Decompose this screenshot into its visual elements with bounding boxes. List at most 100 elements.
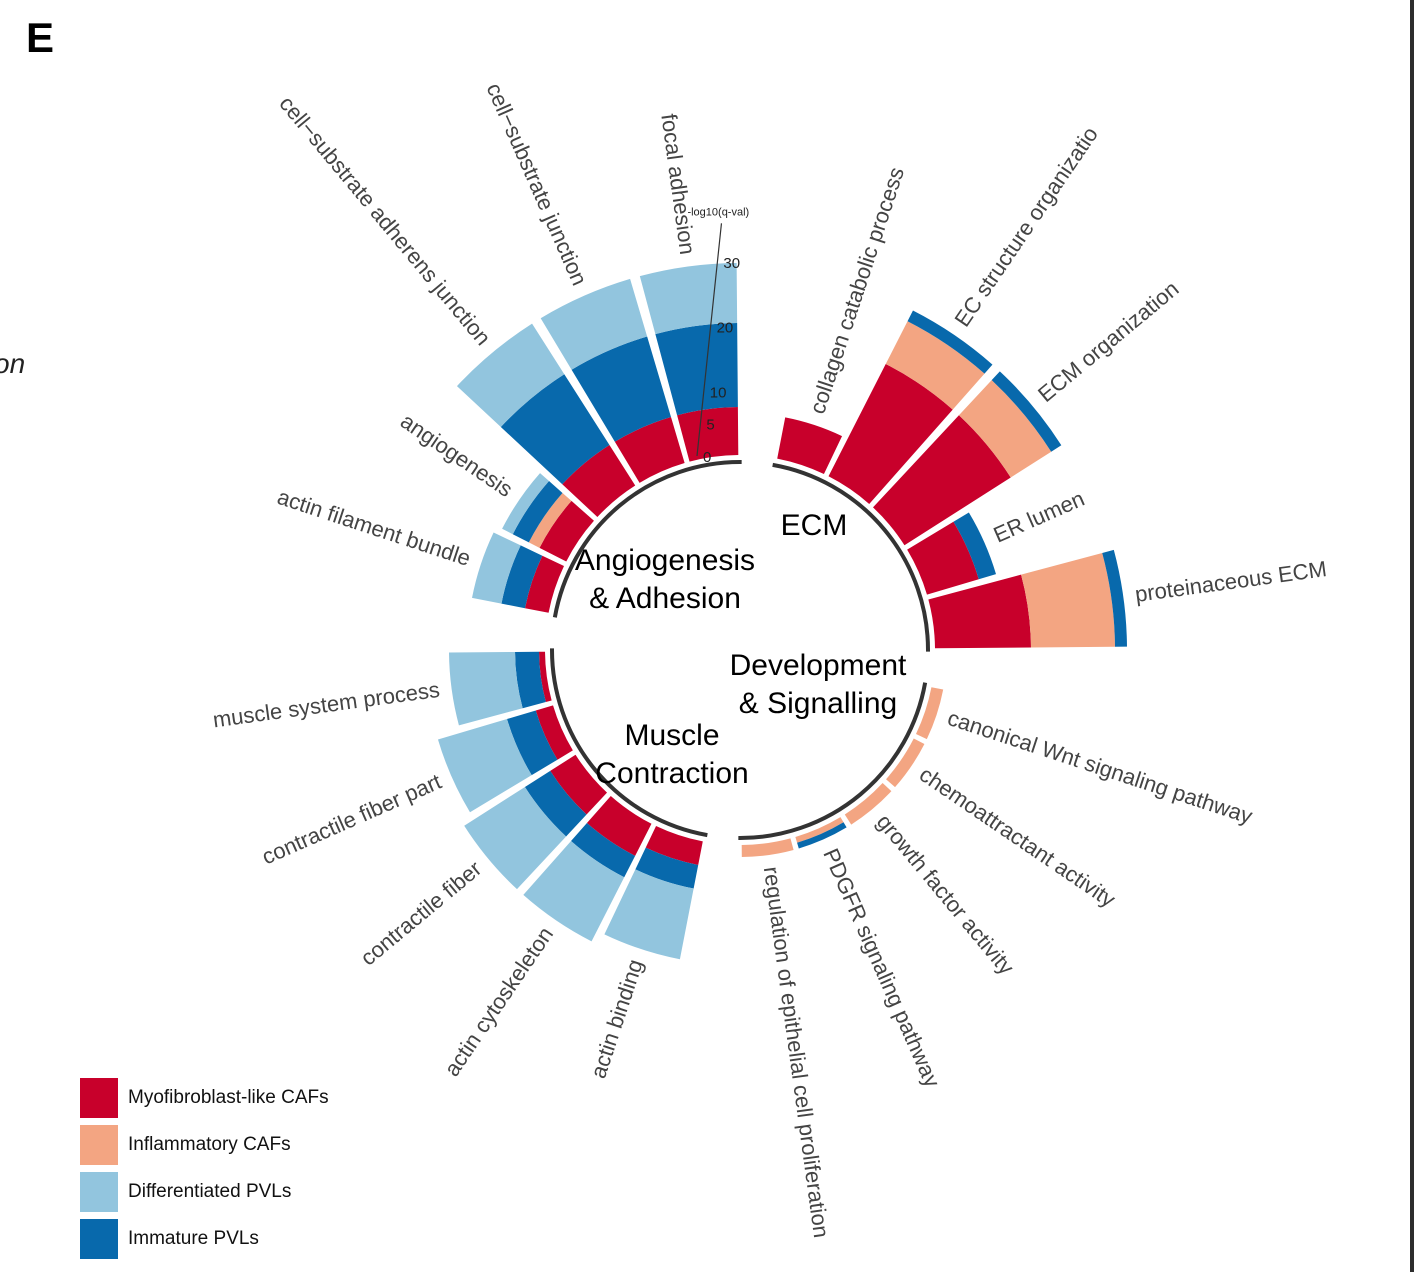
bar-segment-myo — [562, 445, 636, 518]
bar-segment-imm — [797, 822, 847, 849]
legend-swatch-differentiated — [80, 1171, 118, 1212]
bar-segment-myo — [907, 521, 979, 595]
bar-segment-imm — [953, 512, 997, 580]
legend-label-myofibroblast: Myofibroblast-like CAFs — [128, 1086, 329, 1108]
bar-segment-imm — [501, 545, 543, 609]
term-label: actin filament bundle — [274, 484, 473, 571]
group-label: ECM — [781, 509, 848, 542]
bar-segment-diff — [502, 473, 550, 535]
bar-segment-infl — [1021, 552, 1115, 648]
group-arc — [552, 460, 742, 618]
bar-segment-myo — [677, 407, 739, 462]
legend-label-differentiated: Differentiated PVLs — [128, 1180, 292, 1202]
bar-segment-myo — [539, 500, 594, 562]
group-label-line: Development — [730, 649, 907, 682]
axis-title: -log10(q-val) — [687, 206, 749, 218]
bar-segment-myo — [928, 574, 1031, 649]
group-label-line: Muscle — [624, 719, 719, 752]
legend-item-immature: Immature PVLs — [80, 1215, 329, 1262]
bar-segment-myo — [550, 754, 608, 815]
legend: Myofibroblast-like CAFs Inflammatory CAF… — [80, 1074, 329, 1262]
axis-line — [696, 223, 723, 457]
axis-tick-label: 5 — [706, 417, 714, 434]
bar-segment-diff — [604, 869, 694, 960]
term-label: actin binding — [585, 956, 647, 1081]
bar-segment-myo — [828, 363, 953, 504]
bar-segment-diff — [456, 323, 565, 427]
bar-segment-myo — [586, 796, 652, 856]
bar-segment-imm — [512, 481, 563, 543]
group-0: actin filament bundleangiogenesiscell−su… — [274, 79, 742, 618]
legend-label-immature: Immature PVLs — [128, 1227, 259, 1249]
bar-segment-infl — [916, 687, 944, 740]
term-label: contractile fiber part — [258, 769, 445, 870]
bar-segment-imm — [655, 323, 738, 416]
bar-segment-diff — [540, 278, 648, 370]
group-label: Muscle Contraction — [595, 719, 748, 790]
bar-segment-infl — [886, 738, 925, 788]
bar-segment-diff — [464, 787, 567, 890]
bar-segment-diff — [437, 719, 532, 813]
bar-segment-diff — [523, 840, 625, 942]
legend-item-differentiated: Differentiated PVLs — [80, 1168, 329, 1215]
bar-segment-myo — [535, 705, 573, 760]
bar-segment-imm — [507, 710, 558, 776]
axis-tick-label: 10 — [710, 384, 727, 401]
group-arc — [738, 682, 928, 840]
group-label: Development & Signalling — [730, 649, 907, 720]
group-label-line: Contraction — [595, 757, 748, 790]
bar-segment-imm — [500, 374, 610, 485]
panel-letter: E — [26, 14, 55, 61]
term-label: focal adhesion — [656, 112, 700, 256]
legend-item-myofibroblast: Myofibroblast-like CAFs — [80, 1074, 329, 1121]
legend-swatch-myofibroblast — [80, 1077, 118, 1118]
term-label: muscle system process — [211, 677, 441, 733]
term-label: proteinaceous ECM — [1133, 556, 1328, 607]
bar-segment-infl — [958, 380, 1052, 478]
bar-segment-myo — [872, 415, 1011, 546]
term-label: EC structure organizatio — [949, 122, 1102, 331]
axis-tick-label: 30 — [723, 255, 740, 272]
bar-segment-diff — [449, 651, 523, 726]
legend-swatch-immature — [80, 1218, 118, 1259]
bar-segment-infl — [528, 492, 572, 548]
bar-segment-imm — [991, 371, 1062, 452]
group-label-line: ECM — [781, 509, 848, 542]
legend-label-inflammatory: Inflammatory CAFs — [128, 1133, 291, 1155]
bar-segment-myo — [539, 651, 552, 703]
bar-segment-myo — [525, 555, 564, 613]
group-label-line: & Signalling — [739, 687, 897, 720]
term-label: actin cytoskeleton — [439, 922, 558, 1081]
term-label: cell−substrate adherens junction — [274, 91, 495, 350]
legend-item-inflammatory: Inflammatory CAFs — [80, 1121, 329, 1168]
bar-segment-imm — [907, 310, 993, 374]
group-2: canonical Wnt signaling pathwaychemoattr… — [738, 682, 1256, 1239]
bar-segment-infl — [885, 321, 985, 410]
bar-segment-imm — [515, 651, 546, 709]
clipped-left-text: on — [0, 348, 26, 379]
group-label-line: & Adhesion — [589, 582, 741, 615]
bar-segment-myo — [777, 417, 843, 474]
axis-tick-label: 0 — [703, 449, 711, 466]
bar-segment-diff — [639, 263, 738, 335]
bar-segment-imm — [635, 847, 699, 889]
bar-segment-imm — [524, 770, 587, 837]
bar-segment-imm — [571, 823, 636, 878]
radial-axis: 0 5 10 20 30 -log10(q-val) — [687, 206, 749, 466]
group-label: Angiogenesis & Adhesion — [575, 544, 755, 615]
bar-segment-myo — [614, 417, 685, 483]
bar-segment-myo — [645, 826, 703, 865]
bar-segment-imm — [571, 336, 671, 442]
legend-swatch-inflammatory — [80, 1124, 118, 1165]
bar-segment-infl — [844, 782, 892, 825]
term-label: contractile fiber — [356, 856, 487, 971]
axis-tick-label: 20 — [717, 320, 734, 337]
term-label: regulation of epithelial cell proliferat… — [759, 865, 834, 1239]
group-label-line: Angiogenesis — [575, 544, 755, 577]
group-arc — [772, 462, 930, 652]
group-1: collagen catabolic process EC structure o… — [772, 122, 1328, 652]
group-arc — [550, 648, 708, 838]
